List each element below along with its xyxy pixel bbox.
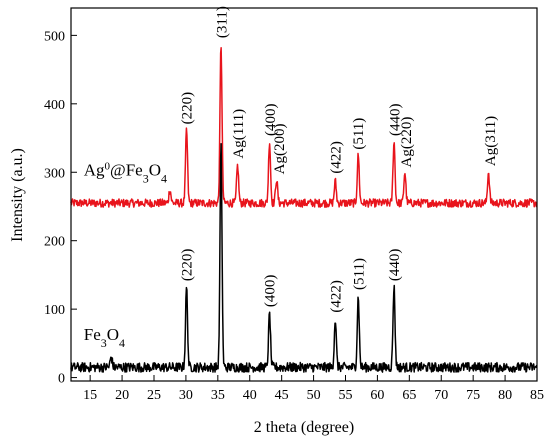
y-axis-title: Intensity (a.u.) [9,148,26,242]
peak-annotation: (220) [180,249,196,282]
peak-annotation: (220) [180,92,196,125]
x-tick-label: 85 [530,388,544,403]
peak-annotation: (400) [263,275,279,308]
x-tick-label: 30 [179,388,193,403]
x-tick-label: 40 [243,388,257,403]
peak-annotation: (422) [328,280,344,313]
x-axis: 15 20 25 30 35 40 45 50 55 60 65 70 75 80 85 [83,375,544,403]
peak-annotation: (440) [387,249,403,282]
peak-annotation: (400) [263,103,279,136]
plot-frame [70,7,538,382]
series-label-ag-fe3o4: Ag0@Fe3O4 [84,161,167,186]
y-tick-label: 200 [44,235,65,250]
y-axis: 0 100 200 300 400 500 [44,29,77,387]
x-tick-label: 15 [83,388,97,403]
x-axis-title: 2 theta (degree) [254,419,354,436]
y-tick-label: 400 [44,98,65,113]
x-tick-label: 80 [498,388,512,403]
label-layer: (220)(311)Ag(111) (400)Ag(200) (422)(511)(… [84,6,499,350]
x-tick-label: 75 [466,388,480,403]
series-layer [70,47,538,373]
peak-annotation: Ag(220) [399,117,415,168]
peak-annotation: (422) [328,141,344,174]
peak-annotation: (511) [351,258,367,290]
series-line-ag-fe3o4 [70,47,538,208]
peak-annotation: (511) [351,118,367,150]
y-tick-label: 100 [44,303,65,318]
series-line-fe3o4 [70,143,538,373]
peak-annotation: Ag(111) [231,109,247,159]
y-tick-label: 300 [44,166,65,181]
peak-annotation: Ag(200) [272,123,288,174]
y-tick-label: 500 [44,29,65,44]
series-label-fe3o4: Fe3O4 [84,325,125,350]
y-tick-label: 0 [58,372,65,387]
x-tick-label: 55 [338,388,352,403]
peak-annotation: (311) [215,6,231,38]
x-tick-label: 60 [370,388,384,403]
x-tick-label: 35 [211,388,225,403]
peak-annotation: (440) [388,103,404,136]
x-tick-label: 50 [307,388,321,403]
x-tick-label: 20 [115,388,129,403]
x-tick-label: 25 [147,388,161,403]
x-tick-label: 45 [275,388,289,403]
x-tick-label: 65 [402,388,416,403]
peak-annotation: Ag(311) [483,116,499,166]
x-tick-label: 70 [434,388,448,403]
